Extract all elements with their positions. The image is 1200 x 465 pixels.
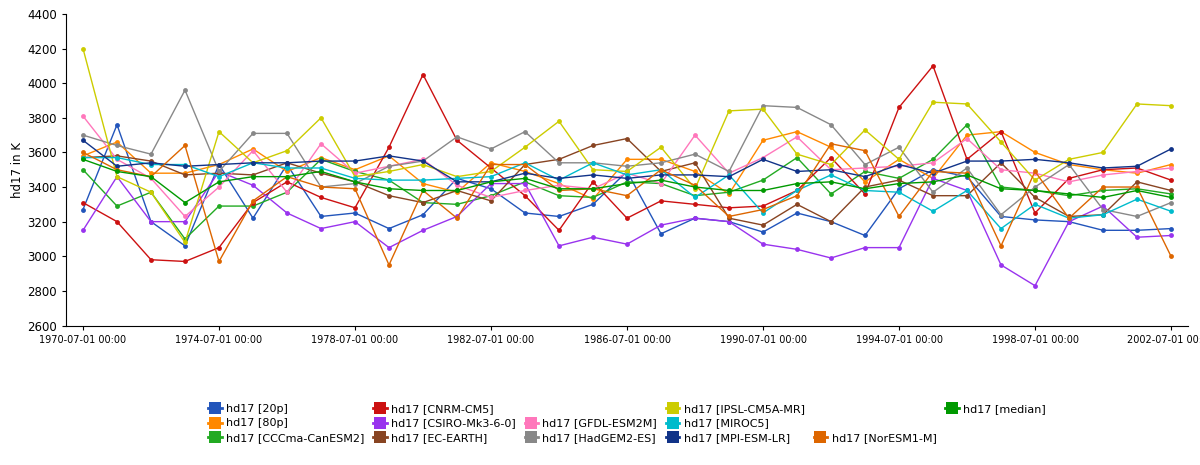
Y-axis label: hd17 in K: hd17 in K <box>12 142 24 198</box>
Legend: hd17 [20p], hd17 [80p], hd17 [CCCma-CanESM2], hd17 [CNRM-CM5], hd17 [CSIRO-Mk3-6: hd17 [20p], hd17 [80p], hd17 [CCCma-CanE… <box>204 399 1050 447</box>
